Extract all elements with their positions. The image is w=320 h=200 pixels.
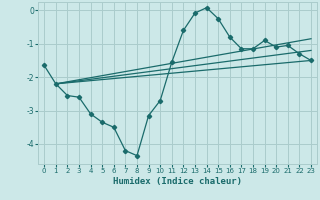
X-axis label: Humidex (Indice chaleur): Humidex (Indice chaleur) [113,177,242,186]
